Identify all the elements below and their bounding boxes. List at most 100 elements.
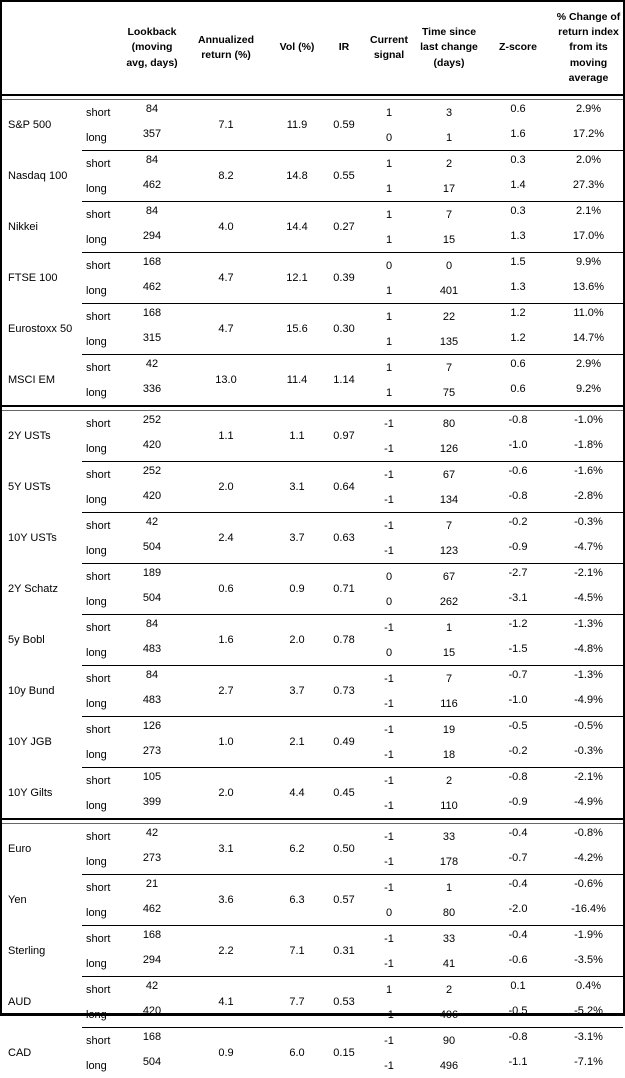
lookback-cell: 294 xyxy=(142,230,162,242)
signal-cell: 0 xyxy=(385,595,393,608)
z-score-cell: 1.5 xyxy=(482,252,554,278)
header-z-score: Z-score xyxy=(482,2,554,96)
signal-cell: 0 xyxy=(362,563,416,589)
signal-cell: 0 xyxy=(385,646,393,659)
mode-cell: short xyxy=(82,303,120,329)
mode-cell: short xyxy=(82,874,120,900)
mode-cell: short xyxy=(82,354,120,380)
ir-cell: 0.73 xyxy=(326,665,362,716)
lookback-cell: 105 xyxy=(120,767,184,793)
header-ir: IR xyxy=(326,2,362,96)
section-divider-cell xyxy=(2,405,623,411)
vol-cell: 7.1 xyxy=(268,925,326,976)
time-since-cell: 496 xyxy=(439,1059,459,1072)
lookback-cell: 42 xyxy=(145,827,159,839)
signal-cell: 1 xyxy=(385,335,393,348)
pct-change-cell: -4.9% xyxy=(574,694,603,706)
asset-row-short: 10Y USTs short 42 2.4 3.7 0.63 -1 7 -0.2 -0.3% xyxy=(2,512,623,544)
vol-cell: 6.2 xyxy=(289,843,305,855)
section-divider-cell xyxy=(2,818,623,824)
asset-name-cell: CAD xyxy=(8,1046,32,1059)
asset-row-long: long 462 1 401 1.3 13.6% xyxy=(2,278,623,303)
asset-row-short: Nikkei short 84 4.0 14.4 0.27 1 7 0.3 2.1% xyxy=(2,201,623,233)
pct-change-cell: -1.9% xyxy=(554,925,623,951)
asset-name-cell: FTSE 100 xyxy=(8,271,58,284)
pct-change-cell: -16.4% xyxy=(571,903,606,915)
mode-cell: long xyxy=(86,284,107,297)
lookback-cell: 252 xyxy=(120,461,184,487)
pct-change-cell: -2.1% xyxy=(554,563,623,589)
asset-name-cell: 5y Bobl xyxy=(8,633,45,646)
pct-change-cell: 2.1% xyxy=(554,201,623,227)
z-score-cell: -0.4 xyxy=(482,874,554,900)
signal-cell: 1 xyxy=(385,106,393,119)
lookback-cell: 84 xyxy=(120,614,184,640)
pct-change-cell: 11.0% xyxy=(554,303,623,329)
vol-cell: 14.4 xyxy=(268,201,326,252)
annualized-return-cell: 0.9 xyxy=(184,1027,268,1078)
pct-change-cell: -3.5% xyxy=(574,954,603,966)
vol-cell: 2.0 xyxy=(268,614,326,665)
mode-cell: long xyxy=(86,493,107,506)
pct-change-cell: 2.0% xyxy=(554,150,623,176)
time-since-cell: 7 xyxy=(416,665,482,691)
asset-name-cell: 2Y Schatz xyxy=(8,582,58,595)
lookback-cell: 483 xyxy=(142,694,162,706)
lookback-cell: 168 xyxy=(120,925,184,951)
time-since-cell: 90 xyxy=(416,1027,482,1053)
pct-change-cell: -1.6% xyxy=(554,461,623,487)
time-since-cell: 1 xyxy=(416,614,482,640)
time-since-cell: 0 xyxy=(416,252,482,278)
time-since-cell: 75 xyxy=(442,386,456,399)
asset-row-long: long 483 0 15 -1.5 -4.8% xyxy=(2,640,623,665)
asset-name-cell: 10Y Gilts xyxy=(8,786,53,799)
z-score-cell: -0.8 xyxy=(482,1027,554,1053)
signal-cell: -1 xyxy=(362,767,416,793)
time-since-cell: 116 xyxy=(440,697,458,710)
annualized-return-cell: 2.7 xyxy=(184,665,268,716)
lookback-cell: 84 xyxy=(145,103,159,115)
mode-cell: long xyxy=(86,748,107,761)
signal-cell: 0 xyxy=(385,131,393,144)
z-score-cell: -0.6 xyxy=(482,461,554,487)
header-row: Lookback (moving avg, days) Annualized r… xyxy=(2,2,623,96)
ir-cell: 0.53 xyxy=(326,976,362,1027)
signal-cell: -1 xyxy=(362,716,416,742)
vol-cell: 14.8 xyxy=(268,150,326,201)
ir-cell: 0.57 xyxy=(326,874,362,925)
z-score-cell: -2.0 xyxy=(508,903,528,915)
signal-cell: -1 xyxy=(384,493,394,506)
vol-cell: 12.1 xyxy=(268,252,326,303)
signal-cell: 1 xyxy=(385,182,393,195)
lookback-cell: 399 xyxy=(142,796,162,808)
vol-cell: 2.1 xyxy=(268,716,326,767)
time-since-cell: 67 xyxy=(416,563,482,589)
signal-cell: 1 xyxy=(362,303,416,329)
lookback-cell: 84 xyxy=(120,201,184,227)
pct-change-cell: -1.3% xyxy=(554,614,623,640)
annualized-return-cell: 4.1 xyxy=(184,976,268,1027)
pct-change-cell: 14.7% xyxy=(572,332,605,344)
asset-name-cell: Yen xyxy=(8,893,27,906)
pct-change-cell: -0.3% xyxy=(574,745,603,757)
signal-cell: -1 xyxy=(362,614,416,640)
ir-cell: 0.55 xyxy=(326,150,362,201)
asset-row-short: 5y Bobl short 84 1.6 2.0 0.78 -1 1 -1.2 -1.3% xyxy=(2,614,623,646)
header-mode xyxy=(82,2,120,96)
asset-row-short: 10Y Gilts short 105 2.0 4.4 0.45 -1 2 -0.8 -2.1% xyxy=(2,767,623,799)
mode-cell: short xyxy=(82,1027,120,1053)
signal-cell: 1 xyxy=(385,386,393,399)
z-score-cell: -0.4 xyxy=(508,827,528,839)
time-since-cell: 126 xyxy=(439,442,459,455)
annualized-return-cell: 13.0 xyxy=(184,354,268,405)
asset-name-cell: 2Y USTs xyxy=(8,430,51,442)
z-score-cell: 1.2 xyxy=(482,303,554,329)
lookback-cell: 42 xyxy=(120,512,184,538)
time-since-cell: 15 xyxy=(442,233,456,246)
z-score-cell: 1.2 xyxy=(510,332,526,344)
time-since-cell: 17 xyxy=(442,182,456,195)
asset-row-short: 2Y USTs short 252 1.1 1.1 0.97 -1 80 -0.8 -1.0% xyxy=(2,411,623,442)
asset-name-cell: Euro xyxy=(8,843,32,855)
asset-row-long: long 504 -1 123 -0.9 -4.7% xyxy=(2,538,623,563)
lookback-cell: 273 xyxy=(142,852,162,864)
